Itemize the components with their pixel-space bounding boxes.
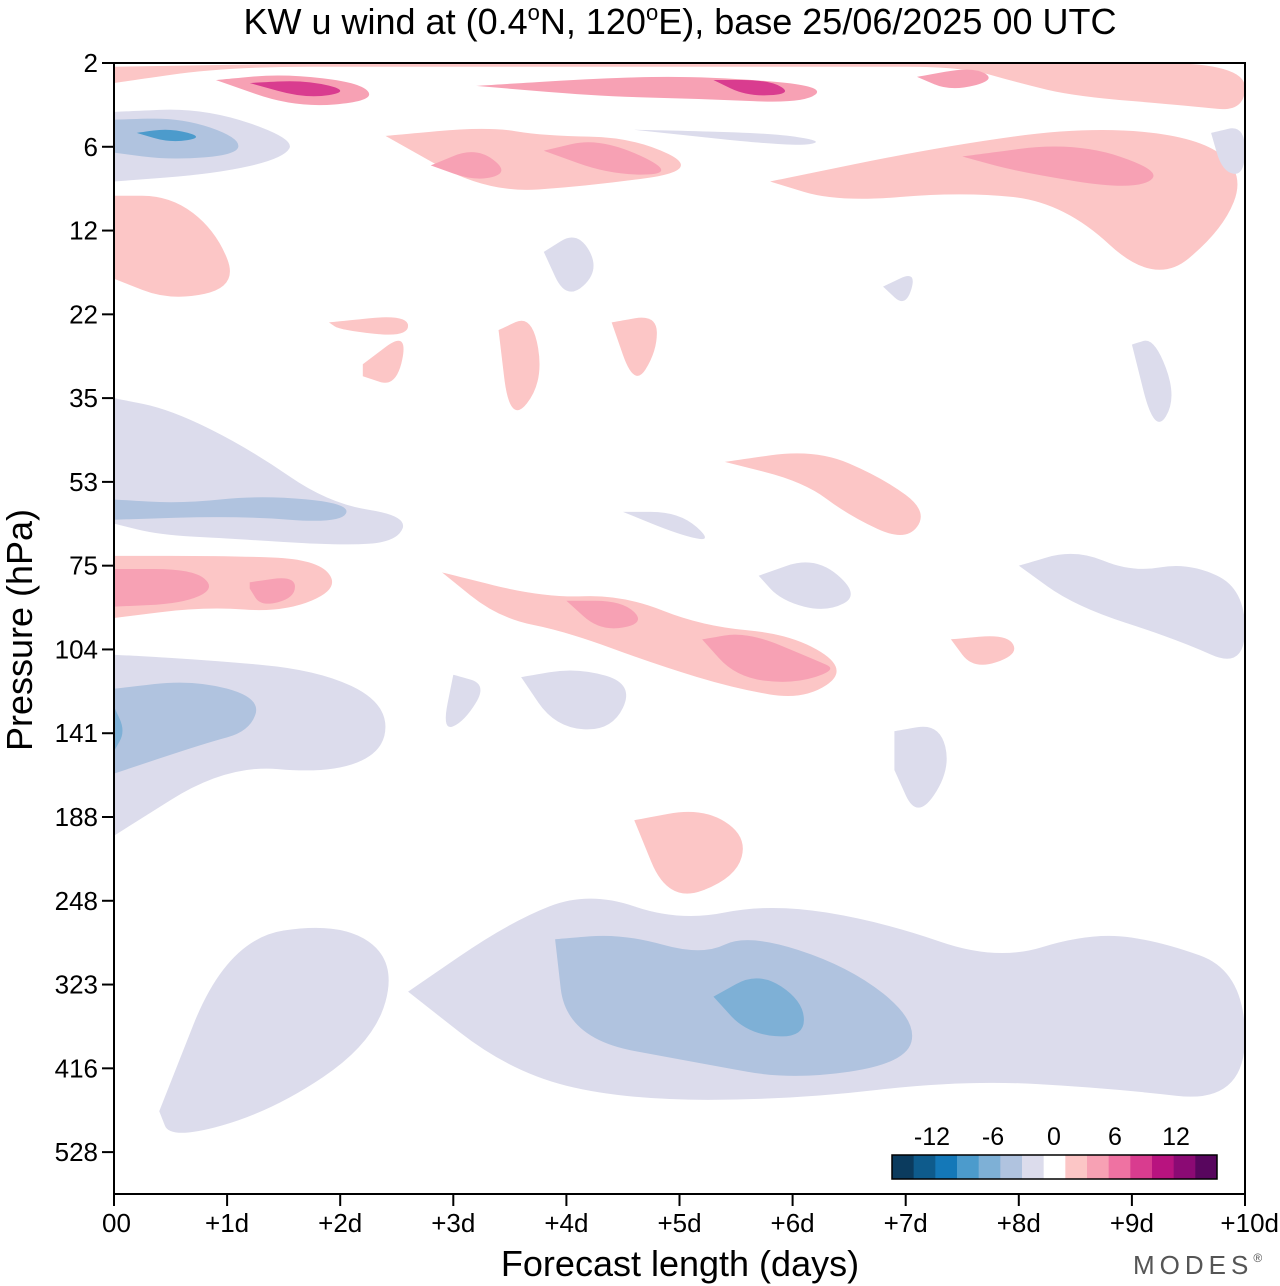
- contour-level-4-11: [249, 578, 295, 604]
- contour-level-8-34: [249, 81, 341, 97]
- x-tick-label: +5d: [657, 1208, 701, 1238]
- contour-level-neg2-22: [1018, 553, 1245, 659]
- watermark-text: MODES: [1133, 1250, 1253, 1280]
- title-part-1: KW u wind at (0.4: [244, 1, 528, 42]
- colorbar-swatch: [1087, 1155, 1110, 1179]
- chart-title: KW u wind at (0.4oN, 120oE), base 25/06/…: [244, 0, 1117, 42]
- colorbar-swatch: [1000, 1155, 1023, 1179]
- x-tick-label: +6d: [771, 1208, 815, 1238]
- contour-level-neg2-47: [1211, 128, 1245, 174]
- contour-level-2-28: [328, 317, 409, 335]
- colorbar-swatch: [1065, 1155, 1088, 1179]
- contour-level-4-13: [566, 600, 639, 629]
- colorbar-tick-label: 0: [1047, 1123, 1061, 1151]
- colorbar-swatch: [913, 1155, 936, 1179]
- contour-level-2-27: [114, 195, 230, 297]
- watermark-reg-mark: ®: [1253, 1251, 1267, 1265]
- colorbar-tick-label: -12: [914, 1123, 950, 1151]
- contour-fills: [114, 63, 1245, 1133]
- y-tick-label: 6: [84, 132, 98, 162]
- colorbar-swatch: [978, 1155, 1001, 1179]
- contour-level-4-10: [114, 569, 210, 607]
- x-axis-label: Forecast length (days): [501, 1243, 859, 1284]
- contour-level-2-16: [634, 811, 743, 894]
- contour-level-4-39: [430, 152, 502, 179]
- x-tick-label: +7d: [884, 1208, 928, 1238]
- contour-level-2-23: [950, 636, 1015, 665]
- y-tick-label: 104: [55, 634, 98, 664]
- contour-level-neg4-3: [114, 682, 257, 774]
- contour-level-neg4-1: [114, 497, 347, 521]
- colorbar-swatch: [1152, 1155, 1175, 1179]
- y-tick-label: 75: [69, 551, 98, 581]
- colorbar: -12 -6 0 6 12: [891, 1123, 1218, 1180]
- y-tick-label: 323: [55, 970, 98, 1000]
- contour-level-2-15: [724, 453, 921, 536]
- contour-level-neg2-19: [758, 562, 851, 609]
- y-tick-label: 53: [69, 467, 98, 497]
- contour-level-neg2-0: [114, 398, 404, 545]
- y-tick-label: 12: [69, 216, 98, 246]
- contour-level-neg2-20: [622, 511, 705, 540]
- contour-level-neg2-18: [521, 670, 627, 730]
- x-tick-label: +9d: [1110, 1208, 1154, 1238]
- colorbar-swatch: [1195, 1155, 1218, 1179]
- contour-level-neg2-31: [1131, 340, 1172, 422]
- x-tick-label: +10d: [1220, 1208, 1279, 1238]
- colorbar-swatch: [1022, 1155, 1045, 1179]
- title-part-3: E), base 25/06/2025 00 UTC: [658, 1, 1116, 42]
- x-tick-label: +4d: [544, 1208, 588, 1238]
- colorbar-swatch: [892, 1155, 915, 1179]
- contour-level-neg2-21: [894, 726, 947, 808]
- colorbar-swatch: [957, 1155, 980, 1179]
- contour-level-neg2-30: [883, 275, 913, 302]
- y-tick-label: 35: [69, 383, 98, 413]
- y-tick-label: 22: [69, 299, 98, 329]
- contour-level-neg2-5: [159, 927, 389, 1133]
- contour-level-4-37: [917, 69, 989, 89]
- modes-watermark: MODES®: [1133, 1250, 1267, 1280]
- contour-level-4-42: [962, 146, 1154, 186]
- contour-level-neg2-29: [543, 237, 594, 292]
- colorbar-frame: [891, 1154, 1218, 1180]
- title-part-2: N, 120: [540, 1, 646, 42]
- colorbar-swatch: [1108, 1155, 1131, 1179]
- contour-level-4-40: [543, 142, 662, 175]
- title-deg-2: o: [646, 0, 658, 25]
- x-tick-label: +2d: [318, 1208, 362, 1238]
- x-axis-ticks: 00 +1d +2d +3d +4d +5d +6d +7d +8d +9d +10d: [102, 1194, 1279, 1238]
- contour-level-4-14: [702, 634, 831, 682]
- y-axis-label: Pressure (hPa): [0, 509, 40, 751]
- contour-level-neg6-8: [713, 978, 804, 1037]
- contour-level-2-24: [498, 320, 540, 411]
- colorbar-tick-label: 12: [1162, 1123, 1190, 1151]
- y-tick-label: 248: [55, 886, 98, 916]
- x-tick-label: 00: [102, 1208, 131, 1238]
- contour-level-neg8-45: [136, 129, 196, 142]
- contour-level-2-25: [362, 340, 404, 383]
- colorbar-swatch: [1130, 1155, 1153, 1179]
- y-tick-label: 416: [55, 1053, 98, 1083]
- x-tick-label: +8d: [997, 1208, 1041, 1238]
- y-axis-ticks: 2 6 12 22 35 53 75 104 141 188 248 323 416 528: [55, 48, 114, 1167]
- y-tick-label: 528: [55, 1137, 98, 1167]
- colorbar-swatch: [1043, 1155, 1066, 1179]
- x-tick-label: +3d: [431, 1208, 475, 1238]
- title-deg-1: o: [528, 0, 540, 25]
- colorbar-swatch: [935, 1155, 958, 1179]
- colorbar-tick-label: 6: [1108, 1123, 1122, 1151]
- contour-level-neg2-46: [634, 129, 816, 145]
- contour-level-8-36: [713, 80, 786, 96]
- y-tick-label: 2: [84, 48, 98, 78]
- contour-level-neg2-17: [445, 674, 481, 728]
- contour-level-2-26: [611, 317, 657, 376]
- y-tick-label: 141: [55, 718, 98, 748]
- colorbar-swatch: [1173, 1155, 1196, 1179]
- contour-level-2-32: [114, 63, 1245, 110]
- contour-level-neg6-4: [114, 706, 123, 752]
- y-tick-label: 188: [55, 802, 98, 832]
- colorbar-tick-label: -6: [982, 1123, 1004, 1151]
- x-tick-label: +1d: [205, 1208, 249, 1238]
